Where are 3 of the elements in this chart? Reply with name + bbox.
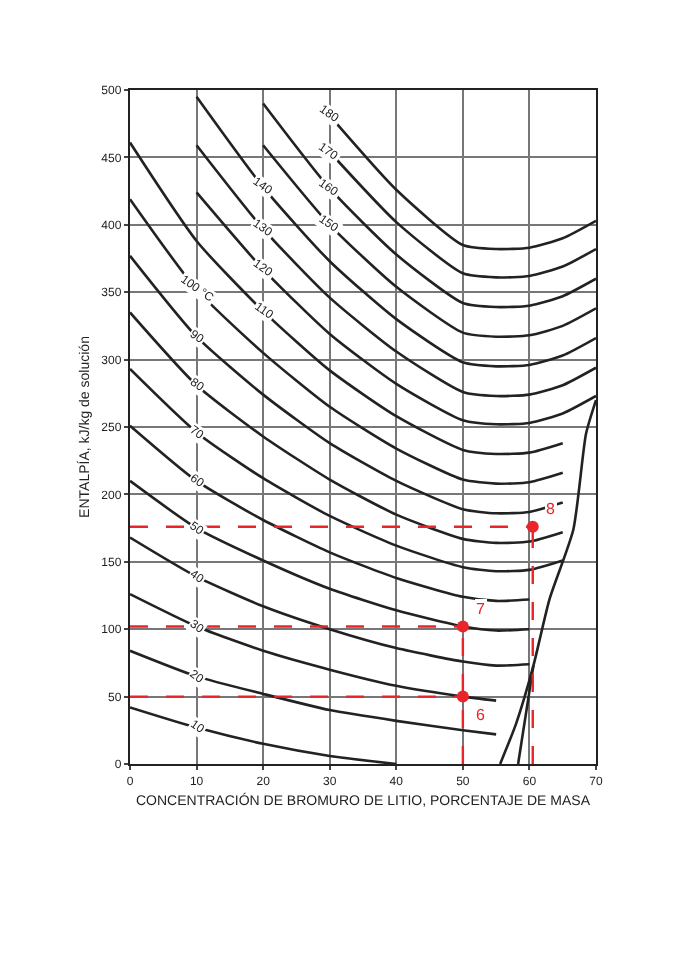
annotation: 8 [546,500,556,518]
annotation: 6 [476,706,486,724]
annotation: 7 [476,600,486,618]
